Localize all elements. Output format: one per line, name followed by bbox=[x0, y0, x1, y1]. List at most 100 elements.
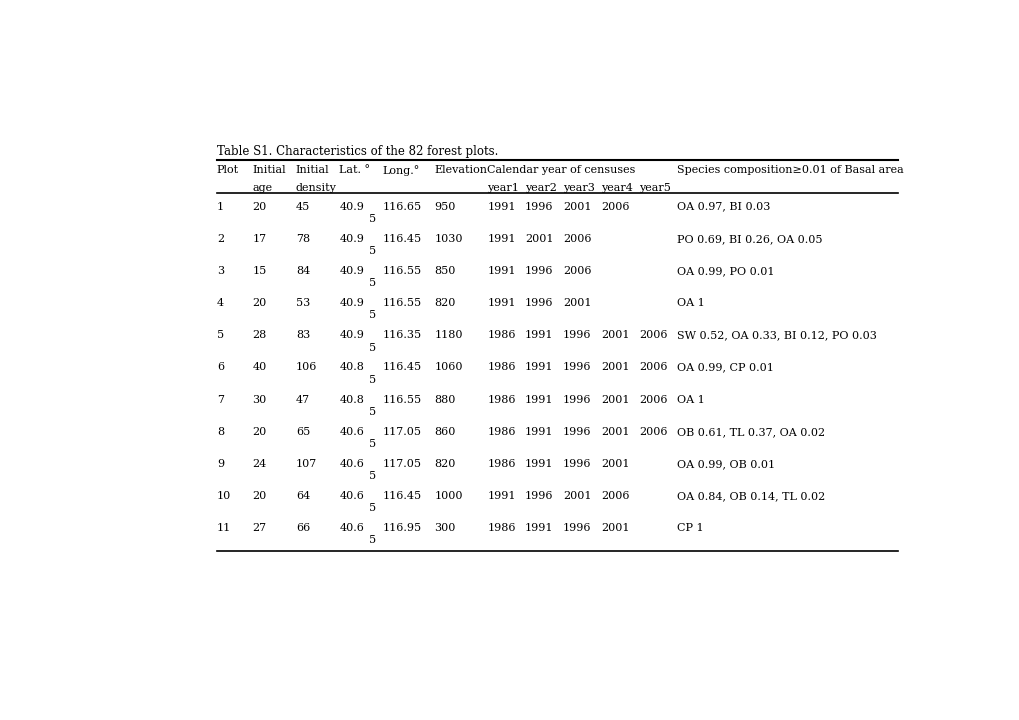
Text: Initial: Initial bbox=[296, 165, 329, 175]
Text: 820: 820 bbox=[434, 459, 455, 469]
Text: 5: 5 bbox=[369, 278, 376, 288]
Text: 1991: 1991 bbox=[525, 523, 553, 534]
Text: 40: 40 bbox=[252, 362, 266, 372]
Text: OA 1: OA 1 bbox=[677, 395, 704, 405]
Text: 30: 30 bbox=[252, 395, 266, 405]
Text: 40.6: 40.6 bbox=[339, 491, 364, 501]
Text: 116.45: 116.45 bbox=[382, 362, 422, 372]
Text: 78: 78 bbox=[296, 234, 310, 244]
Text: 2001: 2001 bbox=[525, 234, 553, 244]
Text: 1996: 1996 bbox=[525, 491, 553, 501]
Text: 47: 47 bbox=[296, 395, 310, 405]
Text: 300: 300 bbox=[434, 523, 455, 534]
Text: 20: 20 bbox=[252, 427, 266, 437]
Text: 880: 880 bbox=[434, 395, 455, 405]
Text: 1180: 1180 bbox=[434, 330, 463, 341]
Text: 5: 5 bbox=[369, 536, 376, 546]
Text: 107: 107 bbox=[296, 459, 317, 469]
Text: 5: 5 bbox=[369, 343, 376, 353]
Text: 2001: 2001 bbox=[562, 491, 591, 501]
Text: 9: 9 bbox=[217, 459, 224, 469]
Text: 1: 1 bbox=[217, 202, 224, 212]
Text: 1996: 1996 bbox=[525, 266, 553, 276]
Text: 1991: 1991 bbox=[487, 266, 516, 276]
Text: 40.6: 40.6 bbox=[339, 459, 364, 469]
Text: 5: 5 bbox=[369, 503, 376, 513]
Text: 116.65: 116.65 bbox=[382, 202, 422, 212]
Text: 2001: 2001 bbox=[600, 330, 629, 341]
Text: Initial: Initial bbox=[252, 165, 285, 175]
Text: OA 0.99, CP 0.01: OA 0.99, CP 0.01 bbox=[677, 362, 773, 372]
Text: 40.9: 40.9 bbox=[339, 234, 364, 244]
Text: 5: 5 bbox=[369, 439, 376, 449]
Text: 1996: 1996 bbox=[562, 427, 591, 437]
Text: density: density bbox=[296, 184, 336, 194]
Text: SW 0.52, OA 0.33, BI 0.12, PO 0.03: SW 0.52, OA 0.33, BI 0.12, PO 0.03 bbox=[677, 330, 876, 341]
Text: year5: year5 bbox=[638, 184, 671, 194]
Text: 1996: 1996 bbox=[562, 330, 591, 341]
Text: 5: 5 bbox=[369, 407, 376, 417]
Text: 1986: 1986 bbox=[487, 395, 516, 405]
Text: 1991: 1991 bbox=[525, 362, 553, 372]
Text: 2001: 2001 bbox=[562, 298, 591, 308]
Text: Elevation: Elevation bbox=[434, 165, 487, 175]
Text: year4: year4 bbox=[600, 184, 632, 194]
Text: 40.9: 40.9 bbox=[339, 330, 364, 341]
Text: 66: 66 bbox=[296, 523, 310, 534]
Text: OA 1: OA 1 bbox=[677, 298, 704, 308]
Text: 1996: 1996 bbox=[562, 395, 591, 405]
Text: 1996: 1996 bbox=[525, 202, 553, 212]
Text: 11: 11 bbox=[217, 523, 231, 534]
Text: 15: 15 bbox=[252, 266, 266, 276]
Text: PO 0.69, BI 0.26, OA 0.05: PO 0.69, BI 0.26, OA 0.05 bbox=[677, 234, 821, 244]
Text: 2001: 2001 bbox=[600, 395, 629, 405]
Text: 20: 20 bbox=[252, 298, 266, 308]
Text: 116.55: 116.55 bbox=[382, 298, 422, 308]
Text: 40.6: 40.6 bbox=[339, 523, 364, 534]
Text: 1986: 1986 bbox=[487, 330, 516, 341]
Text: 1991: 1991 bbox=[487, 202, 516, 212]
Text: 1991: 1991 bbox=[525, 330, 553, 341]
Text: 1996: 1996 bbox=[562, 523, 591, 534]
Text: 1030: 1030 bbox=[434, 234, 463, 244]
Text: 820: 820 bbox=[434, 298, 455, 308]
Text: 84: 84 bbox=[296, 266, 310, 276]
Text: Long.°: Long.° bbox=[382, 165, 420, 176]
Text: 116.95: 116.95 bbox=[382, 523, 422, 534]
Text: Plot: Plot bbox=[217, 165, 238, 175]
Text: 1060: 1060 bbox=[434, 362, 463, 372]
Text: CP 1: CP 1 bbox=[677, 523, 703, 534]
Text: 2006: 2006 bbox=[638, 362, 666, 372]
Text: 6: 6 bbox=[217, 362, 224, 372]
Text: 5: 5 bbox=[369, 471, 376, 481]
Text: 45: 45 bbox=[296, 202, 310, 212]
Text: 8: 8 bbox=[217, 427, 224, 437]
Text: 116.55: 116.55 bbox=[382, 266, 422, 276]
Text: 117.05: 117.05 bbox=[382, 459, 422, 469]
Text: 950: 950 bbox=[434, 202, 455, 212]
Text: 2001: 2001 bbox=[562, 202, 591, 212]
Text: 83: 83 bbox=[296, 330, 310, 341]
Text: 40.9: 40.9 bbox=[339, 202, 364, 212]
Text: 1986: 1986 bbox=[487, 362, 516, 372]
Text: OB 0.61, TL 0.37, OA 0.02: OB 0.61, TL 0.37, OA 0.02 bbox=[677, 427, 824, 437]
Text: age: age bbox=[252, 184, 272, 194]
Text: 40.8: 40.8 bbox=[339, 362, 364, 372]
Text: 116.35: 116.35 bbox=[382, 330, 422, 341]
Text: 1991: 1991 bbox=[525, 427, 553, 437]
Text: 116.45: 116.45 bbox=[382, 234, 422, 244]
Text: 2006: 2006 bbox=[600, 202, 629, 212]
Text: 1986: 1986 bbox=[487, 523, 516, 534]
Text: 850: 850 bbox=[434, 266, 455, 276]
Text: OA 0.99, PO 0.01: OA 0.99, PO 0.01 bbox=[677, 266, 773, 276]
Text: 7: 7 bbox=[217, 395, 223, 405]
Text: 1000: 1000 bbox=[434, 491, 463, 501]
Text: 1996: 1996 bbox=[525, 298, 553, 308]
Text: 1986: 1986 bbox=[487, 427, 516, 437]
Text: 2006: 2006 bbox=[638, 330, 666, 341]
Text: Table S1. Characteristics of the 82 forest plots.: Table S1. Characteristics of the 82 fore… bbox=[217, 145, 497, 158]
Text: 2001: 2001 bbox=[600, 427, 629, 437]
Text: OA 0.97, BI 0.03: OA 0.97, BI 0.03 bbox=[677, 202, 769, 212]
Text: 1991: 1991 bbox=[487, 491, 516, 501]
Text: 28: 28 bbox=[252, 330, 266, 341]
